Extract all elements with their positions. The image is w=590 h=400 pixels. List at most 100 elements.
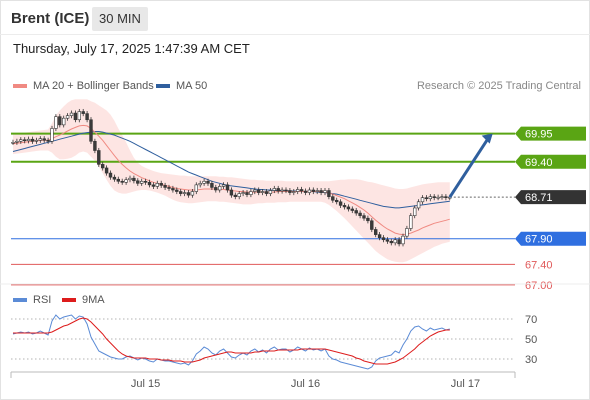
- candle-down: [104, 167, 109, 174]
- candle-down: [132, 177, 136, 182]
- candle-down: [85, 113, 89, 121]
- candle-up: [268, 190, 273, 194]
- candle-down: [354, 210, 358, 214]
- candle-down: [81, 111, 85, 114]
- candle-down: [373, 229, 378, 235]
- candle-up: [280, 189, 284, 192]
- candle-down: [377, 234, 382, 238]
- candle-up: [124, 179, 128, 183]
- candle-down: [159, 183, 163, 186]
- candle-up: [65, 115, 70, 119]
- rsi-series-rsi: [12, 314, 450, 370]
- candle-down: [366, 217, 370, 222]
- candle-up: [69, 112, 74, 116]
- ma20-swatch: [13, 84, 27, 88]
- candle-down: [179, 191, 183, 194]
- legend-ma50-label: MA 50: [176, 80, 208, 92]
- candle-up: [140, 180, 144, 184]
- candle-up: [15, 140, 19, 143]
- candle-down: [311, 189, 315, 192]
- candle-up: [260, 191, 265, 193]
- candle-down: [424, 197, 429, 200]
- rsi-tick-label-50: 50: [525, 334, 537, 346]
- level-label-67.40: 67.40: [525, 259, 553, 271]
- x-tick-label: Jul 17: [451, 378, 480, 390]
- interval-button[interactable]: 30 MIN: [92, 7, 148, 31]
- candle-up: [323, 190, 327, 193]
- candle-down: [331, 196, 335, 201]
- candle-down: [167, 187, 171, 189]
- candle-up: [54, 116, 58, 129]
- candle-up: [190, 191, 195, 196]
- header-divider: [0, 34, 590, 35]
- legend-rsi: RSI: [13, 294, 51, 306]
- legend-ma20: MA 20 + Bollinger Bands: [13, 80, 154, 92]
- candle-up: [34, 139, 39, 142]
- candle-down: [214, 187, 218, 191]
- legend-rsi-label: RSI: [33, 294, 52, 306]
- rsi-series-9ma: [13, 317, 450, 365]
- candle-down: [397, 239, 401, 245]
- candle-down: [108, 172, 113, 178]
- instrument-title: Brent (ICE): [11, 10, 90, 27]
- candle-down: [370, 220, 374, 230]
- candle-down: [210, 183, 214, 188]
- level-tag-67.90: [515, 231, 586, 246]
- rsi-tick-label-70: 70: [525, 314, 537, 326]
- candle-down: [381, 237, 386, 241]
- candle-down: [327, 190, 331, 197]
- candle-up: [428, 196, 432, 200]
- candle-up: [26, 138, 31, 142]
- candle-up: [241, 192, 245, 194]
- candle-up: [194, 184, 198, 192]
- candle-up: [401, 235, 405, 245]
- x-tick-label: Jul 15: [131, 378, 160, 390]
- candle-down: [346, 206, 351, 210]
- candle-up: [221, 184, 226, 187]
- candle-up: [307, 189, 312, 193]
- candle-up: [11, 142, 15, 144]
- candle-down: [385, 239, 390, 242]
- ma9-swatch: [62, 298, 76, 302]
- candle-up: [237, 193, 241, 197]
- timestamp: Thursday, July 17, 2025 1:47:39 AM CET: [13, 41, 250, 56]
- forecast-arrow-head: [481, 133, 493, 144]
- candle-down: [284, 189, 288, 192]
- candle-down: [163, 185, 167, 188]
- candle-down: [93, 140, 97, 151]
- candle-up: [405, 228, 409, 237]
- candle-down: [342, 205, 347, 208]
- candle-up: [182, 192, 187, 194]
- candle-up: [50, 128, 54, 142]
- candle-down: [319, 190, 323, 193]
- candle-up: [292, 191, 296, 193]
- candle-down: [46, 139, 50, 142]
- candle-up: [202, 180, 206, 184]
- candle-down: [171, 188, 175, 191]
- copyright-text: Research © 2025 Trading Central: [416, 80, 581, 92]
- level-label-67.00: 67.00: [525, 280, 553, 292]
- candle-down: [30, 138, 35, 142]
- candle-up: [412, 207, 417, 216]
- candle-up: [409, 215, 413, 229]
- candle-down: [362, 215, 366, 219]
- candle-up: [416, 201, 421, 209]
- level-label-69.40: 69.40: [525, 157, 553, 169]
- candle-down: [225, 184, 230, 191]
- candle-down: [264, 191, 269, 194]
- forecast-arrow-shaft: [448, 136, 490, 198]
- level-label-67.90: 67.90: [525, 234, 553, 246]
- candle-down: [256, 189, 261, 193]
- candle-up: [218, 186, 222, 191]
- ma50-swatch: [156, 84, 170, 88]
- candle-down: [233, 194, 237, 197]
- candle-down: [276, 188, 280, 192]
- candle-up: [315, 190, 319, 192]
- candle-down: [101, 164, 105, 169]
- candle-up: [253, 189, 257, 192]
- candle-down: [42, 138, 46, 141]
- candle-up: [19, 139, 23, 142]
- candle-down: [73, 112, 78, 121]
- candle-down: [358, 212, 362, 216]
